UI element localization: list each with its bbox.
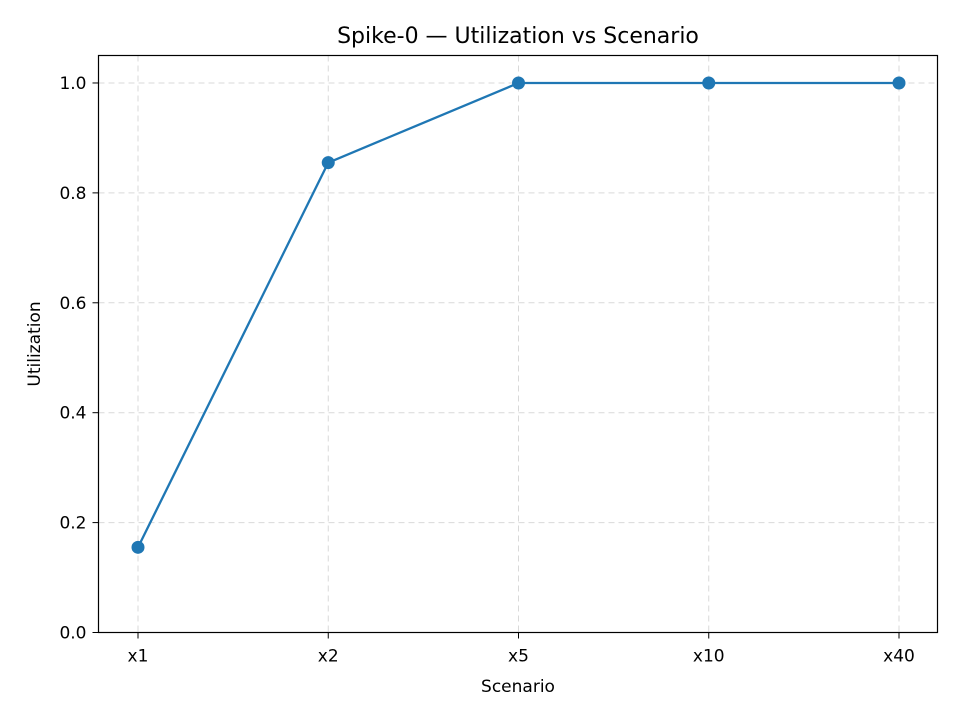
y-axis-label: Utilization (25, 301, 45, 386)
x-tick-label: x1 (128, 647, 149, 667)
x-tick-label: x40 (883, 647, 915, 667)
x-tick-label: x2 (318, 647, 339, 667)
data-point (512, 76, 525, 90)
y-tick-label: 0.4 (59, 404, 86, 424)
grid (98, 55, 938, 633)
data-point (321, 156, 335, 170)
y-tick-label: 1.0 (59, 74, 86, 94)
data-point (702, 76, 716, 90)
y-tick-label: 0.6 (59, 294, 86, 314)
series-layer (131, 76, 906, 554)
y-tick-label: 0.2 (59, 514, 86, 534)
y-tick-label: 0.8 (59, 184, 86, 204)
y-axis-ticks: 0.0 0.2 0.4 0.6 0.8 1.0 (59, 74, 99, 644)
x-axis-ticks: x1 x2 x5 x10 x40 (128, 632, 915, 667)
data-point (131, 540, 145, 554)
data-point (892, 76, 906, 90)
x-tick-label: x5 (508, 647, 529, 667)
chart-title: Spike-0 — Utilization vs Scenario (337, 24, 699, 49)
x-axis-label: Scenario (481, 677, 555, 697)
x-tick-label: x10 (693, 647, 725, 667)
y-tick-label: 0.0 (59, 624, 86, 644)
